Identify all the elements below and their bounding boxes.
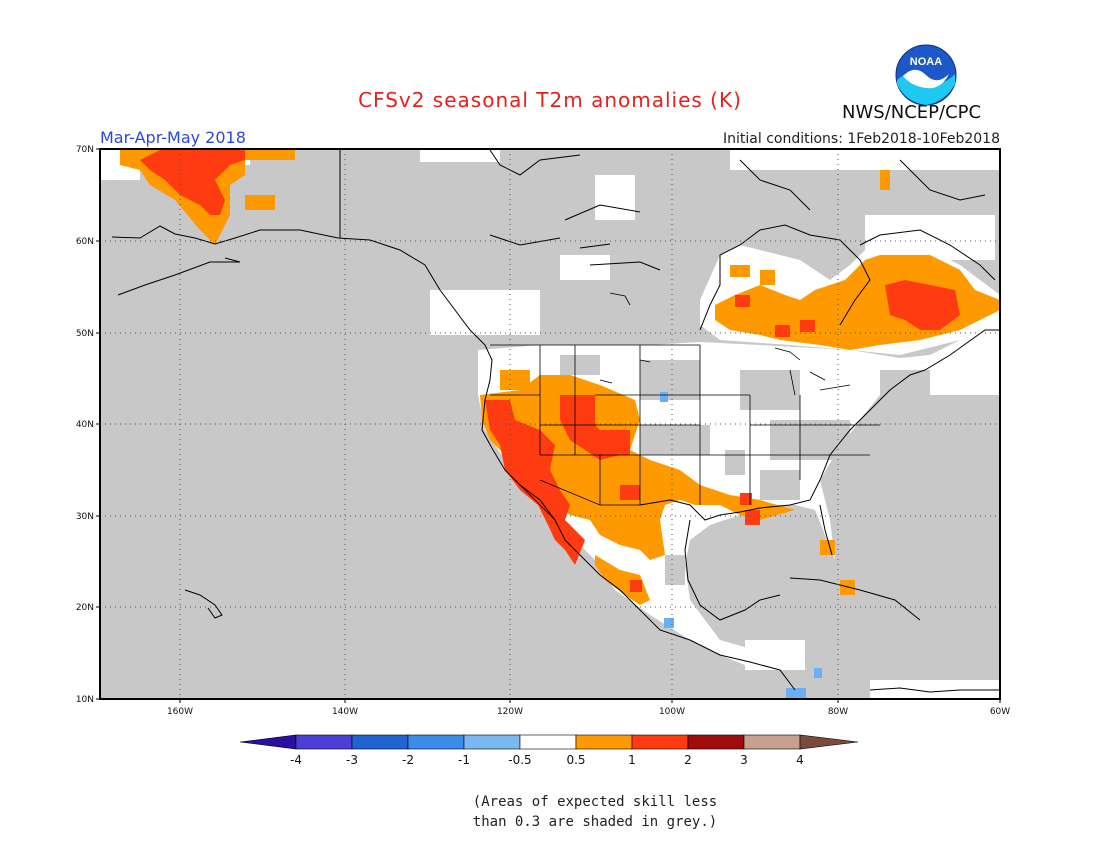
- skill-note-line2: than 0.3 are shaded in grey.): [472, 814, 718, 830]
- agency-label: NWS/NCEP/CPC: [842, 102, 982, 123]
- coastlines: [111, 149, 1000, 693]
- skill-note: (Areas of expected skill less than 0.3 a…: [430, 792, 760, 832]
- lat-label: 70N: [76, 145, 94, 155]
- colorbar-label: 2: [684, 753, 692, 767]
- colorbar-segment: [631, 734, 689, 750]
- political-borders: [490, 344, 880, 521]
- colorbar-right-arrow: [799, 734, 859, 750]
- colorbar-segment: [575, 734, 633, 750]
- lon-label: 140W: [332, 707, 358, 717]
- lat-label: 50N: [76, 329, 94, 339]
- colorbar-label: 1: [628, 753, 636, 767]
- colorbar-label: -4: [290, 753, 302, 767]
- colorbar-segment: [743, 734, 801, 750]
- season-label: Mar-Apr-May 2018: [100, 128, 246, 147]
- noaa-logo-text: NOAA: [910, 56, 942, 68]
- colorbar-segment: [463, 734, 521, 750]
- colorbar: [239, 734, 859, 750]
- graticule: [100, 149, 1000, 699]
- colorbar-segment: [407, 734, 465, 750]
- colorbar-label: -3: [346, 753, 358, 767]
- colorbar-label: 3: [740, 753, 748, 767]
- lat-label: 30N: [76, 512, 94, 522]
- colorbar-left-arrow: [239, 734, 297, 750]
- lat-label: 40N: [76, 420, 94, 430]
- initial-conditions: Initial conditions: 1Feb2018-10Feb2018: [723, 131, 1000, 147]
- noaa-logo: NOAA: [895, 44, 957, 106]
- colorbar-segment: [687, 734, 745, 750]
- colorbar-label: 0.5: [566, 753, 585, 767]
- lon-label: 80W: [828, 707, 848, 717]
- colorbar-label: -2: [402, 753, 414, 767]
- lat-label: 60N: [76, 237, 94, 247]
- colorbar-segment: [351, 734, 409, 750]
- lon-label: 160W: [167, 707, 193, 717]
- skill-note-line1: (Areas of expected skill less: [472, 794, 718, 810]
- colorbar-label: 4: [796, 753, 804, 767]
- colorbar-label: -1: [458, 753, 470, 767]
- lat-label: 20N: [76, 603, 94, 613]
- lon-label: 100W: [659, 707, 685, 717]
- anomaly-1-2-regions: [140, 150, 960, 592]
- lat-label: 10N: [76, 695, 94, 705]
- lon-label: 120W: [497, 707, 523, 717]
- colorbar-segment: [295, 734, 353, 750]
- lon-label: 60W: [990, 707, 1010, 717]
- map-title: CFSv2 seasonal T2m anomalies (K): [358, 88, 742, 112]
- colorbar-segment: [519, 734, 577, 750]
- colorbar-label: -0.5: [508, 753, 531, 767]
